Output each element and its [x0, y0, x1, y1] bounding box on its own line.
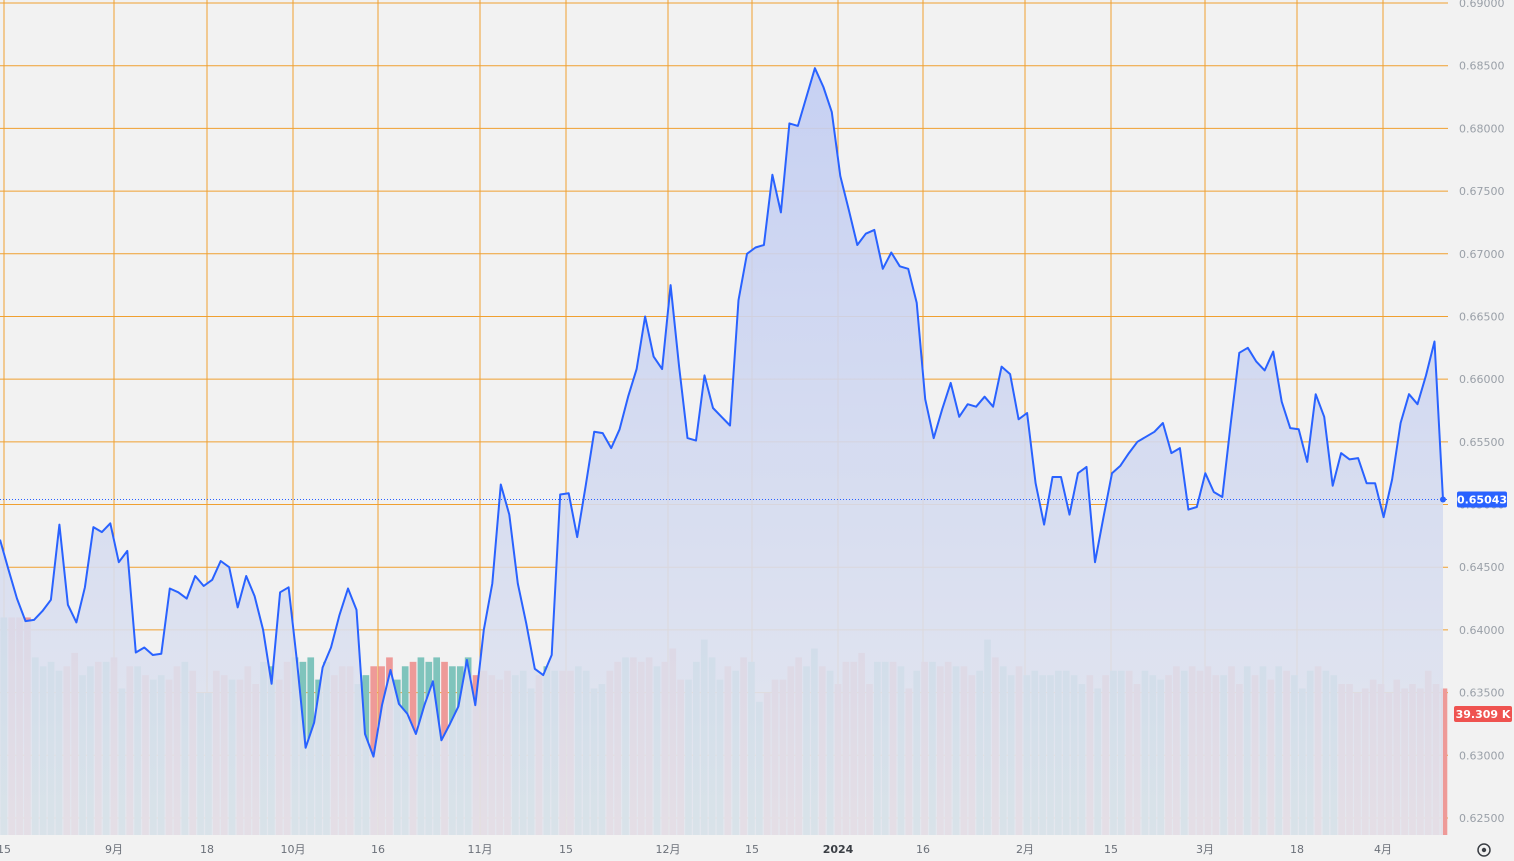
price-tick-label: 0.63500 [1459, 687, 1505, 700]
time-axis: 15 9月 18 10月 16 11月 15 12月 15 2024 16 2月 15 3月 18 4月 [0, 843, 1392, 856]
price-tick-label: 0.62500 [1459, 812, 1505, 825]
time-tick-label: 3月 [1196, 843, 1214, 856]
time-tick-label: 2月 [1016, 843, 1034, 856]
price-tick-label: 0.67500 [1459, 185, 1505, 198]
price-tick-label: 0.68500 [1459, 60, 1505, 73]
time-tick-label: 15 [0, 843, 11, 856]
price-tick-label: 0.68000 [1459, 122, 1505, 135]
price-tick-label: 0.64000 [1459, 624, 1505, 637]
time-tick-label: 18 [200, 843, 214, 856]
last-price-label: 0.65043 [1457, 494, 1507, 507]
time-tick-label: 9月 [105, 843, 123, 856]
settings-gear-icon[interactable] [1477, 843, 1491, 857]
price-tick-label: 0.64500 [1459, 561, 1505, 574]
time-tick-label: 18 [1290, 843, 1304, 856]
time-tick-label: 12月 [656, 843, 681, 856]
price-tick-label: 0.67000 [1459, 248, 1505, 261]
price-tick-label: 0.63000 [1459, 749, 1505, 762]
time-tick-label: 11月 [468, 843, 493, 856]
price-area-fill [0, 68, 1443, 835]
time-tick-label: 15 [559, 843, 573, 856]
time-tick-label: 16 [371, 843, 385, 856]
time-tick-label: 16 [916, 843, 930, 856]
price-line [0, 67, 1444, 758]
volume-label: 39.309 K [1456, 708, 1511, 721]
time-tick-label: 4月 [1374, 843, 1392, 856]
volume-badge: 39.309 K [1454, 706, 1512, 722]
price-tick-label: 0.66000 [1459, 373, 1505, 386]
volume-bar [1440, 688, 1448, 835]
time-tick-label: 10月 [281, 843, 306, 856]
price-tick-label: 0.65500 [1459, 436, 1505, 449]
last-price-dot [1440, 496, 1446, 503]
last-price-badge: 0.65043 [1457, 491, 1507, 508]
time-tick-label: 15 [1104, 843, 1118, 856]
time-tick-label: 2024 [823, 843, 854, 856]
time-tick-label: 15 [745, 843, 759, 856]
price-tick-label: 0.66500 [1459, 310, 1505, 323]
price-tick-label: 0.69000 [1459, 0, 1505, 10]
